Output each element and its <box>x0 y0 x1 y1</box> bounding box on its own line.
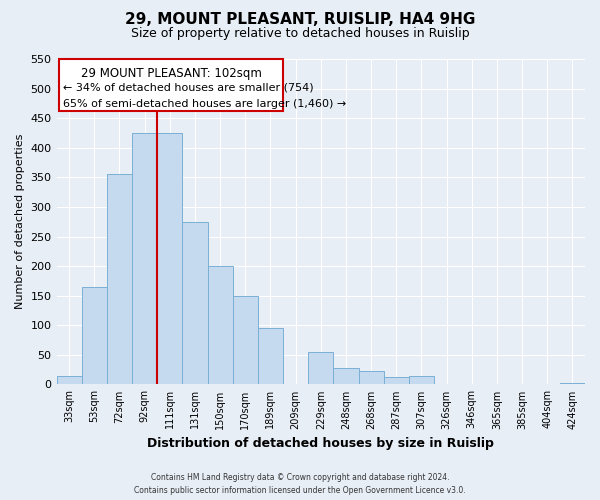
Text: Size of property relative to detached houses in Ruislip: Size of property relative to detached ho… <box>131 28 469 40</box>
Bar <box>560 382 585 384</box>
Bar <box>409 376 434 384</box>
Bar <box>334 368 359 384</box>
Bar <box>107 174 132 384</box>
Text: 65% of semi-detached houses are larger (1,460) →: 65% of semi-detached houses are larger (… <box>63 98 346 108</box>
Bar <box>56 376 82 384</box>
FancyBboxPatch shape <box>59 59 283 111</box>
Text: 29 MOUNT PLEASANT: 102sqm: 29 MOUNT PLEASANT: 102sqm <box>80 66 262 80</box>
Text: ← 34% of detached houses are smaller (754): ← 34% of detached houses are smaller (75… <box>63 82 313 92</box>
Bar <box>308 352 334 384</box>
Bar <box>359 372 383 384</box>
Bar <box>82 287 107 384</box>
Bar <box>233 296 258 384</box>
Bar <box>132 133 157 384</box>
X-axis label: Distribution of detached houses by size in Ruislip: Distribution of detached houses by size … <box>148 437 494 450</box>
Text: Contains HM Land Registry data © Crown copyright and database right 2024.
Contai: Contains HM Land Registry data © Crown c… <box>134 474 466 495</box>
Bar <box>182 222 208 384</box>
Bar <box>258 328 283 384</box>
Bar <box>208 266 233 384</box>
Text: 29, MOUNT PLEASANT, RUISLIP, HA4 9HG: 29, MOUNT PLEASANT, RUISLIP, HA4 9HG <box>125 12 475 28</box>
Bar <box>157 133 182 384</box>
Y-axis label: Number of detached properties: Number of detached properties <box>15 134 25 310</box>
Bar <box>383 376 409 384</box>
